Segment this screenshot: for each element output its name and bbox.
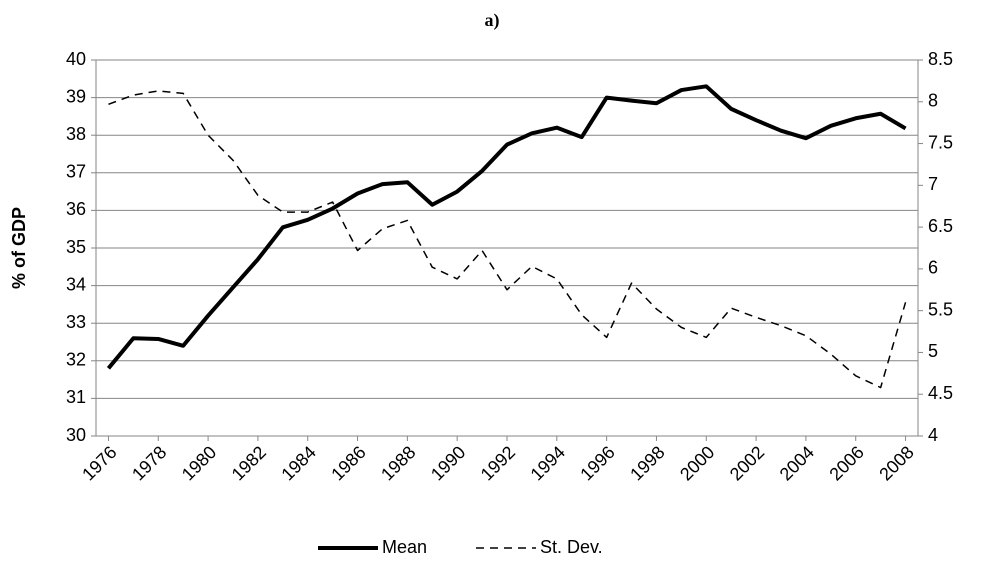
y-tick-label: 37 (66, 162, 86, 182)
x-tick-label: 1992 (477, 442, 519, 484)
y-tick-label: 32 (66, 350, 86, 370)
line (106, 84, 907, 370)
y2-tick-label: 5.5 (928, 299, 953, 319)
x-tick-label: 1994 (527, 442, 569, 484)
y-tick-label: 38 (66, 124, 86, 144)
legend-label: Mean (382, 537, 427, 557)
x-tick-label: 2008 (875, 442, 917, 484)
x-tick-label: 1990 (427, 442, 469, 484)
y-tick-label: 35 (66, 237, 86, 257)
x-tick-label: 2004 (776, 442, 818, 484)
y2-tick-label: 4.5 (928, 383, 953, 403)
chart-title: a) (485, 10, 500, 31)
y2-tick-label: 6 (928, 258, 938, 278)
y-tick-label: 40 (66, 49, 86, 69)
x-tick-label: 1984 (277, 442, 319, 484)
y-tick-label: 34 (66, 274, 86, 294)
x-tick-label: 1980 (178, 442, 220, 484)
y-axis-label: % of GDP (9, 207, 29, 289)
x-tick-label: 1988 (377, 442, 419, 484)
x-tick-label: 2002 (726, 442, 768, 484)
y2-tick-label: 8 (928, 91, 938, 111)
y-tick-label: 30 (66, 425, 86, 445)
x-tick-label: 1986 (327, 442, 369, 484)
y2-tick-label: 5 (928, 341, 938, 361)
x-tick-label: 2006 (825, 442, 867, 484)
x-tick-label: 2000 (676, 442, 718, 484)
y2-tick-label: 8.5 (928, 49, 953, 69)
x-tick-label: 1978 (128, 442, 170, 484)
x-tick-label: 1996 (576, 442, 618, 484)
x-tick-label: 1998 (626, 442, 668, 484)
y-tick-label: 31 (66, 387, 86, 407)
y-tick-label: 39 (66, 86, 86, 106)
y-tick-label: 33 (66, 312, 86, 332)
line (108, 90, 907, 389)
x-tick-label: 1982 (228, 442, 270, 484)
legend-label: St. Dev. (540, 537, 603, 557)
y2-tick-label: 4 (928, 425, 938, 445)
x-tick-label: 1976 (78, 442, 120, 484)
y2-tick-label: 7.5 (928, 132, 953, 152)
y2-tick-label: 7 (928, 174, 938, 194)
y2-tick-label: 6.5 (928, 216, 953, 236)
y-tick-label: 36 (66, 199, 86, 219)
